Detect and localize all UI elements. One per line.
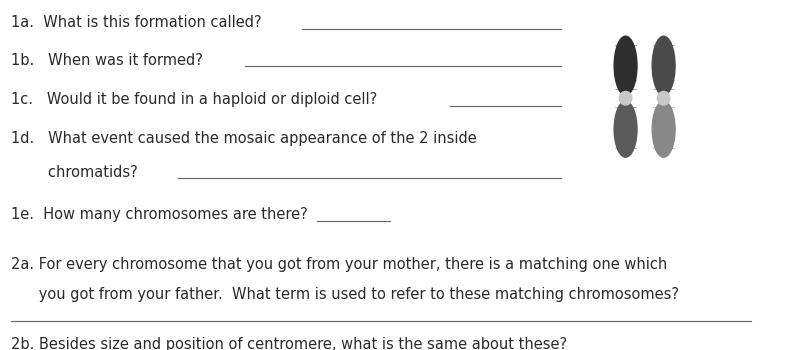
Text: you got from your father.  What term is used to refer to these matching chromoso: you got from your father. What term is u… (11, 287, 679, 302)
Text: 1a.  What is this formation called?: 1a. What is this formation called? (11, 15, 261, 30)
Text: 1c.   Would it be found in a haploid or diploid cell?: 1c. Would it be found in a haploid or di… (11, 92, 377, 107)
Text: chromatids?: chromatids? (11, 165, 137, 180)
Text: 2b. Besides size and position of centromere, what is the same about these?: 2b. Besides size and position of centrom… (11, 337, 567, 350)
Text: 1d.   What event caused the mosaic appearance of the 2 inside: 1d. What event caused the mosaic appeara… (11, 132, 476, 147)
Ellipse shape (658, 91, 670, 105)
Ellipse shape (652, 36, 675, 95)
Text: 1b.   When was it formed?: 1b. When was it formed? (11, 53, 203, 68)
Ellipse shape (652, 101, 675, 157)
Ellipse shape (620, 91, 632, 105)
Text: 1e.  How many chromosomes are there?: 1e. How many chromosomes are there? (11, 207, 307, 222)
Ellipse shape (614, 101, 637, 157)
Text: 2a. For every chromosome that you got from your mother, there is a matching one : 2a. For every chromosome that you got fr… (11, 257, 667, 272)
Ellipse shape (614, 36, 637, 95)
